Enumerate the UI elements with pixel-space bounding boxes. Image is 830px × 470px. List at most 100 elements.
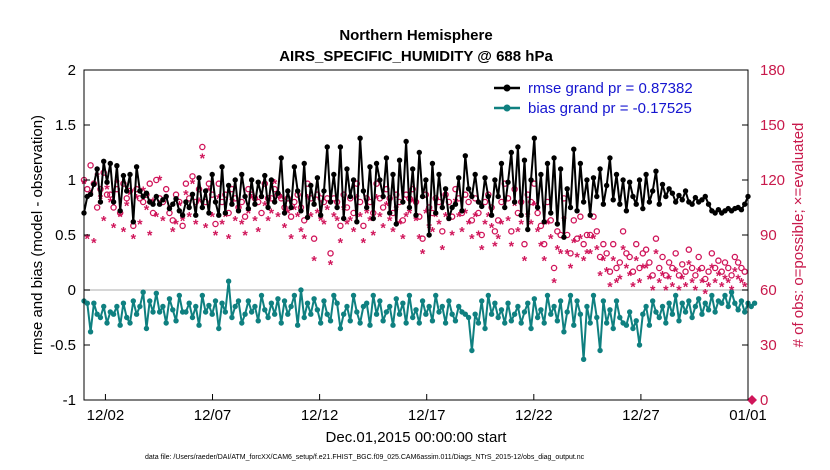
bias-point — [528, 325, 534, 332]
rmse-point — [107, 160, 113, 167]
bias-point — [416, 320, 422, 326]
evaluated-obs-point: * — [246, 205, 252, 221]
possible-obs-point — [327, 250, 334, 257]
evaluated-obs-point: * — [591, 231, 597, 247]
rmse-point — [117, 208, 123, 214]
possible-obs-point — [182, 180, 190, 187]
bias-point — [600, 298, 607, 304]
x-tick-label: 12/12 — [301, 407, 339, 424]
evaluated-obs-point: * — [183, 187, 189, 203]
bias-point — [442, 320, 449, 326]
bias-point — [502, 320, 508, 326]
bias-point — [304, 300, 311, 306]
bias-point — [423, 311, 429, 317]
evaluated-obs-point: * — [564, 245, 570, 261]
axis-layer: -1 -0.5 0 0.5 1 1.5 2 0 30 60 90 120 150 180 12/02 12/0… — [50, 62, 785, 424]
evaluated-obs-point: * — [249, 190, 255, 206]
rmse-point — [492, 177, 498, 183]
y-tick-label: 2 — [68, 62, 76, 79]
evaluated-obs-point: * — [384, 198, 390, 214]
rmse-point — [258, 193, 265, 200]
bias-point — [410, 314, 416, 321]
bias-point — [393, 296, 399, 302]
rmse-point — [557, 166, 564, 172]
y-axis-right-label: # of obs: o=possible; ×=evaluated — [790, 123, 807, 348]
evaluated-obs-point: * — [134, 190, 140, 206]
bias-point — [242, 311, 248, 317]
bias-point — [695, 296, 702, 302]
evaluated-obs-point: * — [193, 216, 199, 232]
evaluated-obs-point: * — [239, 216, 245, 232]
rmse-point — [271, 199, 278, 205]
rmse-point — [426, 232, 432, 238]
bias-point — [551, 303, 557, 310]
evaluated-obs-point: * — [272, 176, 278, 192]
possible-obs-point — [652, 235, 660, 242]
possible-obs-point — [189, 173, 196, 180]
rmse-point — [538, 171, 544, 178]
x-tick-label: 12/07 — [194, 407, 232, 424]
rmse-point — [630, 193, 636, 200]
rmse-point — [308, 182, 314, 189]
possible-obs-point — [179, 222, 186, 230]
bias-point — [252, 303, 258, 310]
bias-point — [482, 325, 488, 332]
possible-obs-point — [110, 204, 117, 211]
rmse-point — [541, 219, 547, 225]
evaluated-obs-point: * — [91, 234, 97, 250]
possible-obs-point — [527, 198, 535, 206]
rmse-point — [101, 158, 107, 164]
bias-point — [567, 292, 574, 299]
evaluated-obs-point: * — [617, 271, 623, 287]
bias-point — [114, 303, 120, 310]
bias-point — [722, 292, 728, 299]
evaluated-obs-point: * — [719, 278, 725, 294]
y-right-tick-label: 90 — [760, 227, 777, 244]
rmse-point — [183, 199, 189, 205]
bias-point — [686, 298, 692, 304]
rmse-point — [692, 194, 699, 201]
bias-point — [725, 303, 731, 310]
possible-obs-point — [139, 198, 147, 206]
rmse-point — [587, 212, 593, 218]
rmse-point — [396, 157, 403, 163]
bias-point — [679, 300, 685, 306]
bias-point — [317, 320, 324, 326]
bias-point — [170, 307, 176, 313]
bias-point — [127, 320, 133, 326]
rmse-point — [554, 221, 561, 227]
bias-point — [308, 311, 314, 317]
evaluated-obs-point: * — [640, 260, 646, 276]
evaluated-obs-point: * — [703, 286, 709, 302]
bias-point — [492, 300, 498, 306]
rmse-point — [127, 171, 133, 178]
bias-point — [337, 325, 344, 332]
bias-point — [271, 311, 278, 317]
bias-point — [291, 292, 298, 299]
bias-point — [548, 311, 554, 317]
evaluated-obs-point: * — [486, 209, 492, 225]
possible-obs-point — [662, 272, 670, 279]
rmse-point — [321, 188, 327, 194]
rmse-point — [104, 179, 110, 185]
evaluated-obs-point: * — [495, 231, 501, 247]
legend-bias-marker — [503, 104, 511, 112]
bias-point — [193, 303, 199, 310]
evaluated-obs-point: * — [242, 227, 248, 243]
evaluated-obs-point: * — [114, 176, 120, 192]
y-tick-label: 0.5 — [55, 227, 76, 244]
chart-subtitle: AIRS_SPECIFIC_HUMIDITY @ 688 hPa — [279, 48, 553, 65]
possible-obs-point — [702, 275, 709, 283]
possible-obs-point — [84, 185, 91, 193]
evaluated-obs-point: * — [269, 205, 275, 221]
bias-point — [505, 300, 511, 306]
bias-point — [518, 320, 524, 326]
evaluated-obs-point: * — [469, 231, 475, 247]
bias-point — [534, 314, 541, 321]
bias-point — [633, 318, 639, 324]
bias-point — [728, 289, 735, 295]
evaluated-obs-point: * — [614, 275, 620, 291]
rmse-point — [528, 177, 534, 183]
bias-point — [561, 329, 567, 335]
evaluated-obs-point: * — [699, 275, 705, 291]
